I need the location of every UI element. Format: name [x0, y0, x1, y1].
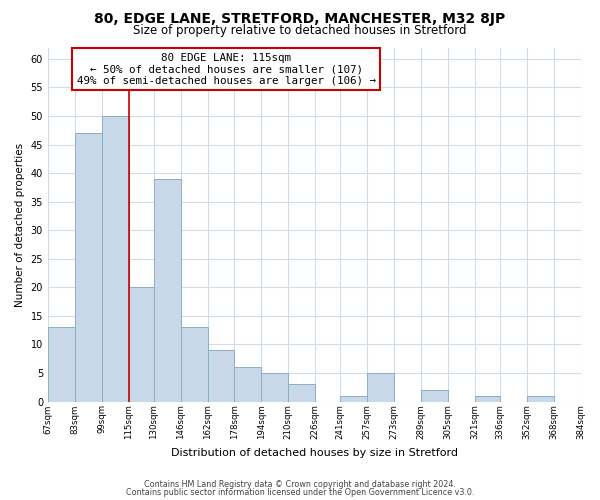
Y-axis label: Number of detached properties: Number of detached properties [15, 142, 25, 306]
Bar [208, 350, 235, 402]
Text: Size of property relative to detached houses in Stretford: Size of property relative to detached ho… [133, 24, 467, 37]
Bar [527, 396, 554, 402]
Text: 80, EDGE LANE, STRETFORD, MANCHESTER, M32 8JP: 80, EDGE LANE, STRETFORD, MANCHESTER, M3… [94, 12, 506, 26]
Bar [181, 328, 208, 402]
Bar [48, 328, 75, 402]
Bar [421, 390, 448, 402]
X-axis label: Distribution of detached houses by size in Stretford: Distribution of detached houses by size … [171, 448, 458, 458]
Bar [75, 133, 101, 402]
Bar [340, 396, 367, 402]
Text: Contains public sector information licensed under the Open Government Licence v3: Contains public sector information licen… [126, 488, 474, 497]
Bar [154, 179, 181, 402]
Text: Contains HM Land Registry data © Crown copyright and database right 2024.: Contains HM Land Registry data © Crown c… [144, 480, 456, 489]
Bar [101, 116, 128, 402]
Bar [288, 384, 315, 402]
Bar [581, 396, 600, 402]
Text: 80 EDGE LANE: 115sqm
← 50% of detached houses are smaller (107)
49% of semi-deta: 80 EDGE LANE: 115sqm ← 50% of detached h… [77, 53, 376, 86]
Bar [367, 373, 394, 402]
Bar [475, 396, 500, 402]
Bar [261, 373, 288, 402]
Bar [128, 288, 154, 402]
Bar [235, 368, 261, 402]
